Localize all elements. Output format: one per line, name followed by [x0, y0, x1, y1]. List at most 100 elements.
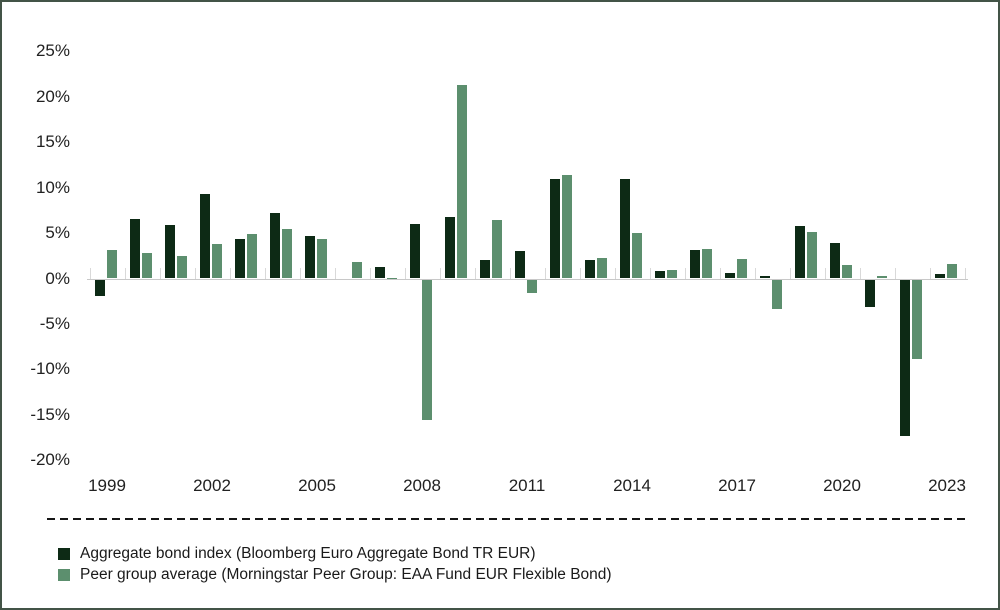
x-axis-tick — [544, 267, 546, 280]
bar-peer-2015 — [667, 270, 677, 279]
y-axis-label: 15% — [35, 132, 70, 152]
aggregate-index-swatch — [58, 547, 70, 560]
bar-peer-2005 — [317, 239, 327, 279]
bar-peer-2006 — [352, 262, 362, 279]
bar-index-2023 — [935, 273, 945, 279]
x-axis-label: 1999 — [88, 476, 126, 495]
bar-peer-2020 — [842, 264, 852, 279]
bar-index-2002 — [200, 193, 210, 279]
x-axis-tick — [229, 267, 231, 280]
x-axis-tick — [124, 267, 126, 280]
x-axis-tick — [299, 267, 301, 280]
y-axis-label: 5% — [45, 223, 70, 243]
bar-peer-2007 — [387, 277, 397, 279]
y-axis-label: -15% — [30, 404, 70, 424]
x-axis-tick — [264, 267, 266, 280]
bar-index-2022 — [900, 279, 910, 436]
bar-peer-2008 — [422, 279, 432, 421]
bar-peer-2010 — [492, 220, 502, 279]
bar-index-2016 — [690, 250, 700, 279]
bar-index-2010 — [480, 260, 490, 279]
bar-peer-2000 — [142, 253, 152, 279]
bar-peer-2017 — [737, 259, 747, 279]
x-axis-tick — [474, 267, 476, 280]
x-axis-label: 2002 — [193, 476, 231, 495]
bar-peer-2002 — [212, 243, 222, 279]
bar-index-2021 — [865, 279, 875, 307]
bar-peer-2023 — [947, 263, 957, 279]
bar-index-2000 — [130, 218, 140, 279]
x-axis-label: 2023 — [928, 476, 966, 495]
legend: Aggregate bond index (Bloomberg Euro Agg… — [58, 543, 612, 585]
bar-index-2011 — [515, 251, 525, 279]
bar-peer-2011 — [527, 279, 537, 294]
y-axis-label: -10% — [30, 359, 70, 379]
x-axis-tick — [404, 267, 406, 280]
legend-item-aggregate-index: Aggregate bond index (Bloomberg Euro Agg… — [58, 543, 612, 564]
bar-peer-2003 — [247, 233, 257, 279]
x-axis-tick — [369, 267, 371, 280]
x-axis-label: 2008 — [403, 476, 441, 495]
y-axis-label: 10% — [35, 177, 70, 197]
x-axis-label: 2011 — [508, 476, 546, 495]
y-axis-label: -5% — [39, 313, 70, 333]
bar-peer-1999 — [107, 250, 117, 279]
bar-index-2019 — [795, 225, 805, 279]
x-axis-tick — [789, 267, 791, 280]
bar-peer-2013 — [597, 257, 607, 279]
bar-peer-2014 — [632, 233, 642, 279]
x-axis-tick — [509, 267, 511, 280]
y-axis-label: 25% — [35, 41, 70, 61]
x-axis-tick — [194, 267, 196, 280]
bar-peer-2021 — [877, 275, 887, 279]
x-axis-label: 2005 — [298, 476, 336, 495]
x-axis-line — [87, 278, 968, 280]
x-axis-tick — [439, 267, 441, 280]
bar-index-2018 — [760, 275, 770, 279]
bar-peer-2022 — [912, 279, 922, 359]
bar-index-1999 — [95, 279, 105, 296]
bar-index-2008 — [410, 223, 420, 279]
bar-peer-2004 — [282, 228, 292, 279]
bar-index-2001 — [165, 224, 175, 279]
x-axis-tick — [824, 267, 826, 280]
bar-peer-2018 — [772, 279, 782, 310]
dashed-separator — [47, 518, 967, 520]
peer-group-label: Peer group average (Morningstar Peer Gro… — [80, 565, 612, 583]
bar-index-2013 — [585, 260, 595, 279]
x-axis-label: 2020 — [823, 476, 861, 495]
bar-index-2017 — [725, 273, 735, 279]
bar-index-2020 — [830, 243, 840, 279]
x-axis-label: 2017 — [718, 476, 756, 495]
bar-peer-2016 — [702, 248, 712, 279]
aggregate-index-label: Aggregate bond index (Bloomberg Euro Agg… — [80, 544, 536, 562]
bar-index-2005 — [305, 235, 315, 279]
x-axis-tick — [334, 267, 336, 280]
bar-index-2003 — [235, 238, 245, 279]
x-axis-tick — [754, 267, 756, 280]
x-axis-tick — [159, 267, 161, 280]
x-axis-label: 2014 — [613, 476, 651, 495]
bar-peer-2009 — [457, 84, 467, 279]
x-axis-tick — [719, 267, 721, 280]
x-axis-tick — [89, 267, 91, 280]
bar-index-2015 — [655, 271, 665, 279]
x-axis-tick — [579, 267, 581, 280]
bar-index-2004 — [270, 213, 280, 279]
x-axis-tick — [929, 267, 931, 280]
y-axis-label: -20% — [30, 450, 70, 470]
x-axis-tick — [684, 267, 686, 280]
x-axis-tick — [859, 267, 861, 280]
bar-peer-2012 — [562, 174, 572, 279]
y-axis-label: 20% — [35, 86, 70, 106]
bar-index-2009 — [445, 216, 455, 279]
x-axis-tick — [649, 267, 651, 280]
bar-peer-2019 — [807, 232, 817, 279]
legend-item-peer-group: Peer group average (Morningstar Peer Gro… — [58, 564, 612, 585]
peer-group-swatch — [58, 568, 70, 581]
y-axis-label: 0% — [45, 268, 70, 288]
bar-peer-2001 — [177, 255, 187, 279]
x-axis-tick — [964, 267, 966, 280]
